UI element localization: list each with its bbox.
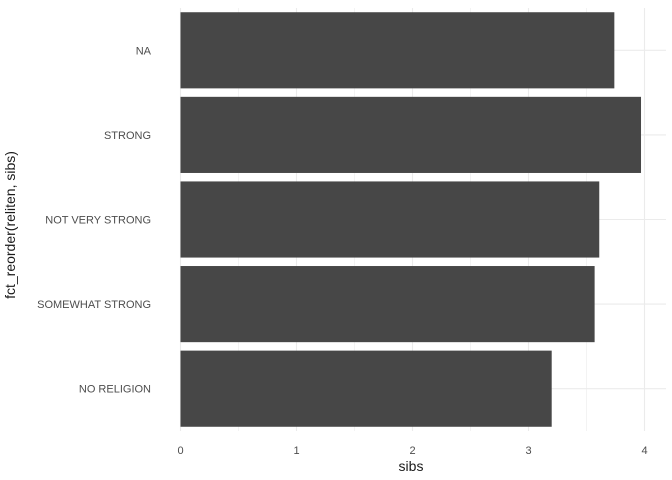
x-axis-title: sibs bbox=[399, 458, 424, 474]
x-tick-label: 0 bbox=[177, 445, 183, 457]
x-tick-label: 1 bbox=[293, 445, 299, 457]
bar bbox=[180, 96, 642, 173]
bar bbox=[180, 266, 595, 343]
bar bbox=[180, 181, 600, 258]
x-tick-labels: 0 1 2 3 4 bbox=[177, 445, 647, 457]
y-axis-title: fct_reorder(reliten, sibs) bbox=[2, 151, 18, 299]
y-tick-label: NO RELIGION bbox=[79, 384, 151, 396]
x-tick-label: 3 bbox=[525, 445, 531, 457]
x-tick-label: 4 bbox=[641, 445, 647, 457]
bar bbox=[180, 350, 552, 427]
y-tick-labels: NO RELIGION SOMEWHAT STRONG NOT VERY STRON… bbox=[37, 45, 152, 395]
x-tick-label: 2 bbox=[409, 445, 415, 457]
y-tick-label: SOMEWHAT STRONG bbox=[37, 299, 151, 311]
y-tick-label: NA bbox=[136, 45, 152, 57]
y-tick-label: STRONG bbox=[104, 130, 151, 142]
y-tick-label: NOT VERY STRONG bbox=[45, 215, 151, 227]
bar bbox=[180, 12, 615, 89]
bars bbox=[180, 12, 642, 427]
